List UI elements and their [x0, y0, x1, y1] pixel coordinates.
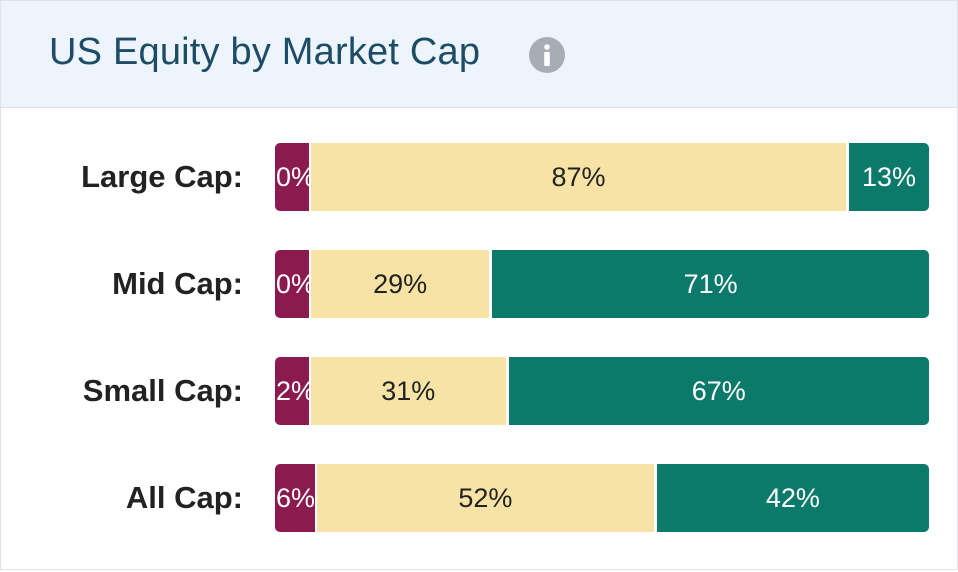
- data-label: 0%: [276, 161, 309, 192]
- neutral-segment: 31%: [311, 357, 506, 425]
- data-label: 29%: [373, 268, 428, 299]
- neutral-segment: 87%: [311, 143, 847, 211]
- data-label: 31%: [381, 375, 436, 406]
- stacked-bar: 0% 87% 13%: [275, 143, 929, 211]
- category-label: All Cap:: [125, 480, 243, 515]
- data-label: 0%: [276, 268, 309, 299]
- positive-segment: 13%: [849, 143, 929, 211]
- data-label: 13%: [861, 161, 917, 192]
- category-label: Mid Cap:: [112, 266, 243, 301]
- stacked-bar: 0% 29% 71%: [275, 250, 929, 318]
- data-label: 52%: [458, 482, 513, 513]
- data-label: 42%: [765, 482, 820, 513]
- positive-segment: 42%: [656, 464, 929, 532]
- data-label: 2%: [276, 375, 309, 406]
- data-label: 67%: [691, 375, 746, 406]
- negative-segment: 0%: [275, 250, 309, 318]
- negative-segment: 2%: [275, 357, 309, 425]
- neutral-segment: 29%: [311, 250, 490, 318]
- card-header: US Equity by Market Cap: [1, 1, 957, 108]
- data-label: 87%: [551, 161, 606, 192]
- data-label: 6%: [276, 482, 315, 513]
- negative-segment: 6%: [275, 464, 315, 532]
- stacked-bar: 6% 52% 42%: [275, 464, 929, 532]
- positive-segment: 71%: [492, 250, 929, 318]
- stacked-bar: 2% 31% 67%: [275, 357, 929, 425]
- positive-segment: 67%: [508, 357, 929, 425]
- category-label: Small Cap:: [82, 373, 243, 408]
- negative-segment: 0%: [275, 143, 309, 211]
- info-icon[interactable]: [528, 36, 566, 74]
- category-label: Large Cap:: [81, 159, 243, 194]
- chart-title: US Equity by Market Cap: [49, 31, 481, 73]
- neutral-segment: 52%: [316, 464, 654, 532]
- data-label: 71%: [683, 268, 738, 299]
